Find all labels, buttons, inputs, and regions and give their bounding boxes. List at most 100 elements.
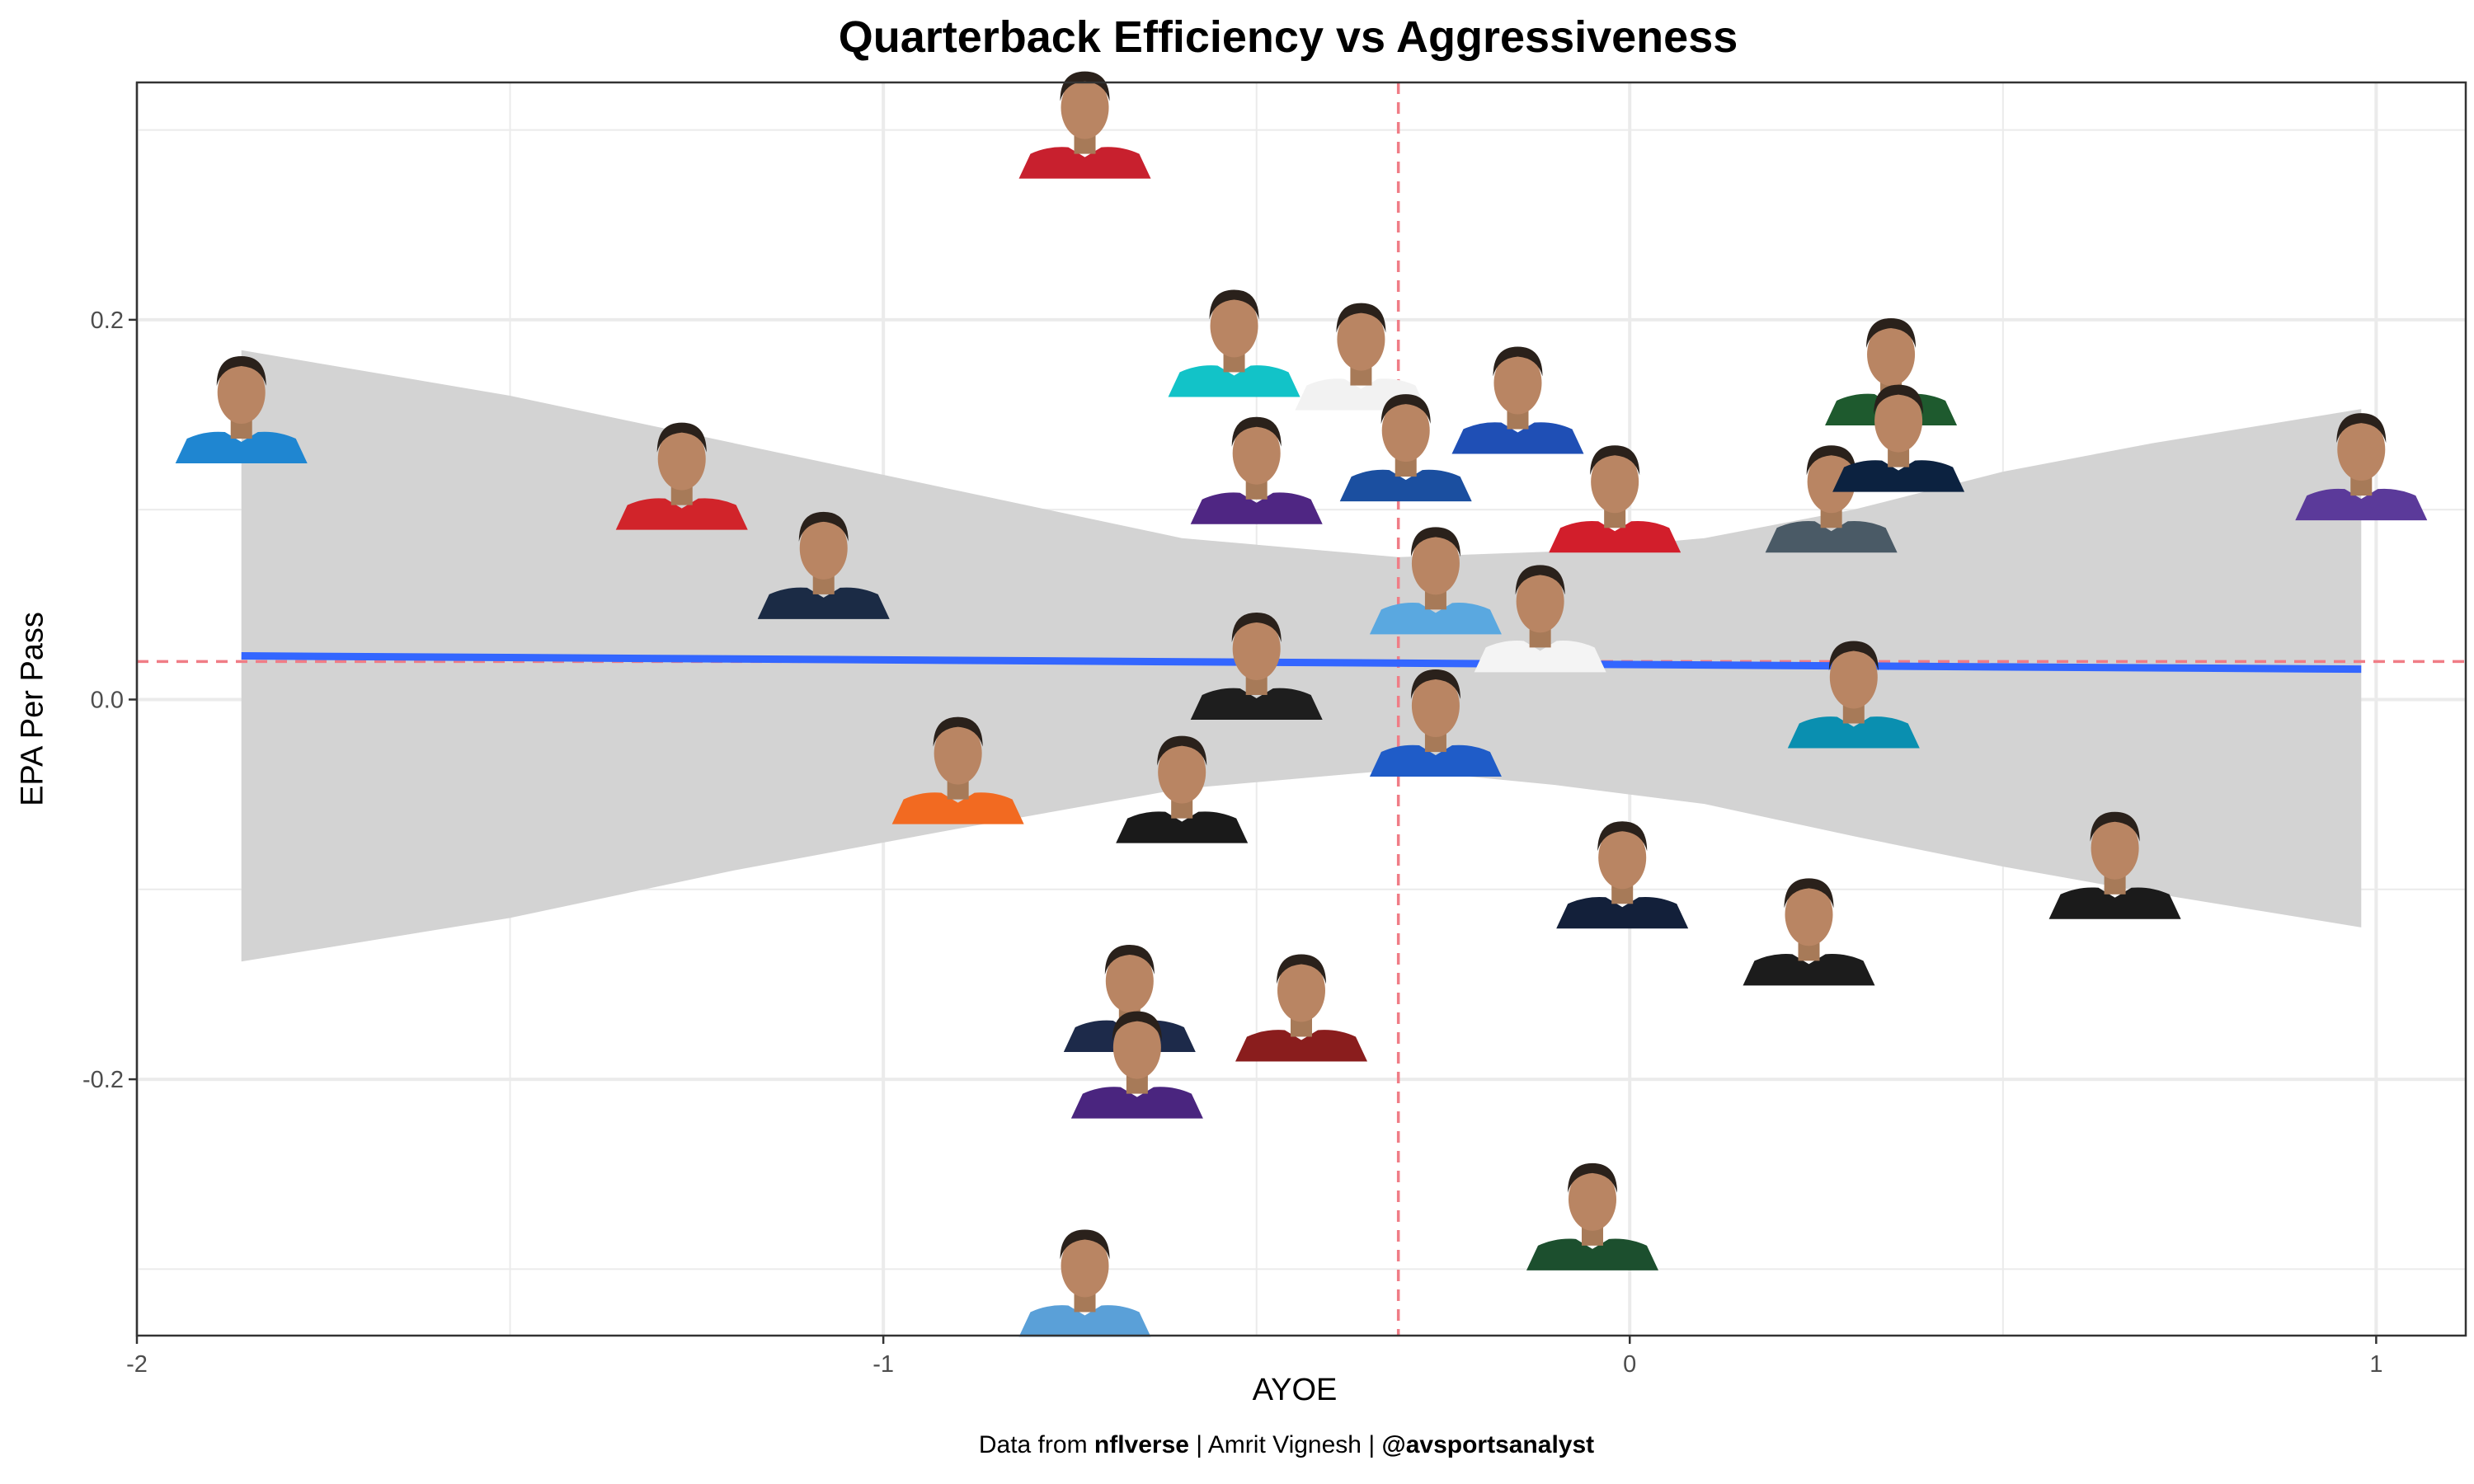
jersey-shape (1235, 1030, 1367, 1062)
hair-shape (1806, 445, 1856, 476)
player-marker (1743, 878, 1875, 986)
hair-shape (216, 356, 266, 387)
hair-shape (1231, 612, 1282, 642)
x-tick-label: 0 (1623, 1351, 1636, 1378)
face-shape (1112, 1016, 1161, 1079)
caption-handle: @avsportsanalyst (1381, 1431, 1595, 1458)
player-marker (1549, 445, 1681, 553)
hair-shape (933, 716, 983, 747)
player-marker (1556, 821, 1689, 929)
face-shape (1232, 421, 1281, 485)
face-shape (1411, 674, 1460, 738)
player-marker (1369, 669, 1502, 777)
trend-layer (241, 652, 2362, 674)
hair-shape (1157, 735, 1207, 766)
jersey-shape (1339, 469, 1472, 502)
jersey-shape (891, 792, 1024, 824)
hair-shape (1060, 71, 1110, 101)
face-shape (1210, 294, 1258, 358)
face-shape (1829, 646, 1878, 709)
caption-prefix: Data from (978, 1431, 1094, 1458)
face-shape (1232, 617, 1281, 680)
x-tick-label: -1 (872, 1351, 894, 1378)
face-shape (217, 361, 266, 425)
points-layer (175, 71, 2428, 1337)
player-marker (1070, 1011, 1203, 1119)
player-marker (1526, 1162, 1658, 1270)
hair-shape (1277, 954, 1326, 984)
y-tick-label: -0.2 (82, 1067, 124, 1093)
panel-border (135, 81, 2467, 1337)
jersey-shape (1190, 688, 1323, 720)
hair-shape (1104, 945, 1155, 974)
player-marker (1765, 445, 1898, 553)
player-marker (1018, 71, 1151, 179)
x-tick-label: 1 (2369, 1351, 2382, 1378)
jersey-shape (2048, 887, 2181, 919)
hair-shape (1590, 445, 1640, 476)
jersey-shape (1168, 365, 1300, 397)
jersey-shape (1070, 1087, 1203, 1119)
hair-shape (1515, 565, 1565, 595)
jersey-shape (1018, 147, 1151, 179)
face-shape (799, 516, 848, 580)
player-marker (1295, 303, 1427, 411)
caption-source: nflverse (1094, 1431, 1189, 1458)
jersey-shape (1369, 603, 1502, 635)
face-shape (1061, 1234, 1109, 1298)
player-marker (175, 356, 308, 464)
y-tick-label: 0.2 (91, 308, 124, 334)
hair-shape (1568, 1162, 1617, 1193)
jersey-shape (1451, 422, 1584, 454)
hair-shape (1231, 416, 1282, 447)
jersey-shape (1556, 896, 1689, 929)
chart-title: Quarterback Efficiency vs Aggressiveness (838, 12, 1738, 62)
caption-middle: | Amrit Vignesh | (1188, 1431, 1382, 1458)
hair-shape (656, 422, 707, 453)
hair-shape (2336, 413, 2387, 444)
face-shape (1277, 959, 1325, 1022)
face-shape (1158, 740, 1206, 804)
face-shape (2091, 816, 2139, 880)
player-marker (1116, 735, 1249, 843)
face-shape (1874, 389, 1923, 453)
hair-shape (1410, 527, 1460, 557)
hair-shape (1493, 346, 1543, 377)
x-axis-title: AYOE (1252, 1373, 1338, 1407)
hair-shape (1410, 669, 1460, 700)
player-marker (1451, 346, 1584, 454)
player-marker (757, 511, 890, 619)
face-shape (1591, 450, 1639, 514)
hair-shape (1784, 878, 1834, 909)
hair-shape (1209, 289, 1259, 320)
player-marker (1369, 527, 1502, 635)
player-marker (1168, 289, 1300, 397)
player-marker (615, 422, 748, 530)
jersey-shape (1743, 954, 1875, 986)
hair-shape (1380, 394, 1431, 425)
hair-shape (1336, 303, 1386, 333)
face-shape (1807, 450, 1856, 514)
face-shape (1381, 399, 1430, 463)
jersey-shape (1018, 1305, 1151, 1337)
player-marker (2048, 811, 2181, 919)
hair-shape (1060, 1229, 1110, 1260)
x-tick-label: -2 (126, 1351, 148, 1378)
face-shape (1569, 1167, 1616, 1231)
face-shape (1337, 308, 1385, 371)
player-marker (1474, 565, 1606, 673)
hair-shape (1874, 384, 1924, 415)
jersey-shape (757, 587, 890, 619)
jersey-shape (1116, 811, 1249, 843)
player-marker (2295, 413, 2428, 521)
jersey-shape (1369, 744, 1502, 777)
face-shape (1105, 950, 1154, 1012)
axes-layer: -2 -1 0 1 -0.2 0.0 0.2 (82, 81, 2467, 1378)
face-shape (934, 721, 982, 785)
player-marker (891, 716, 1024, 824)
player-marker (1190, 612, 1323, 720)
hair-shape (1112, 1011, 1162, 1041)
jersey-shape (1787, 716, 1920, 749)
hair-shape (1828, 641, 1879, 671)
face-shape (1516, 570, 1564, 633)
